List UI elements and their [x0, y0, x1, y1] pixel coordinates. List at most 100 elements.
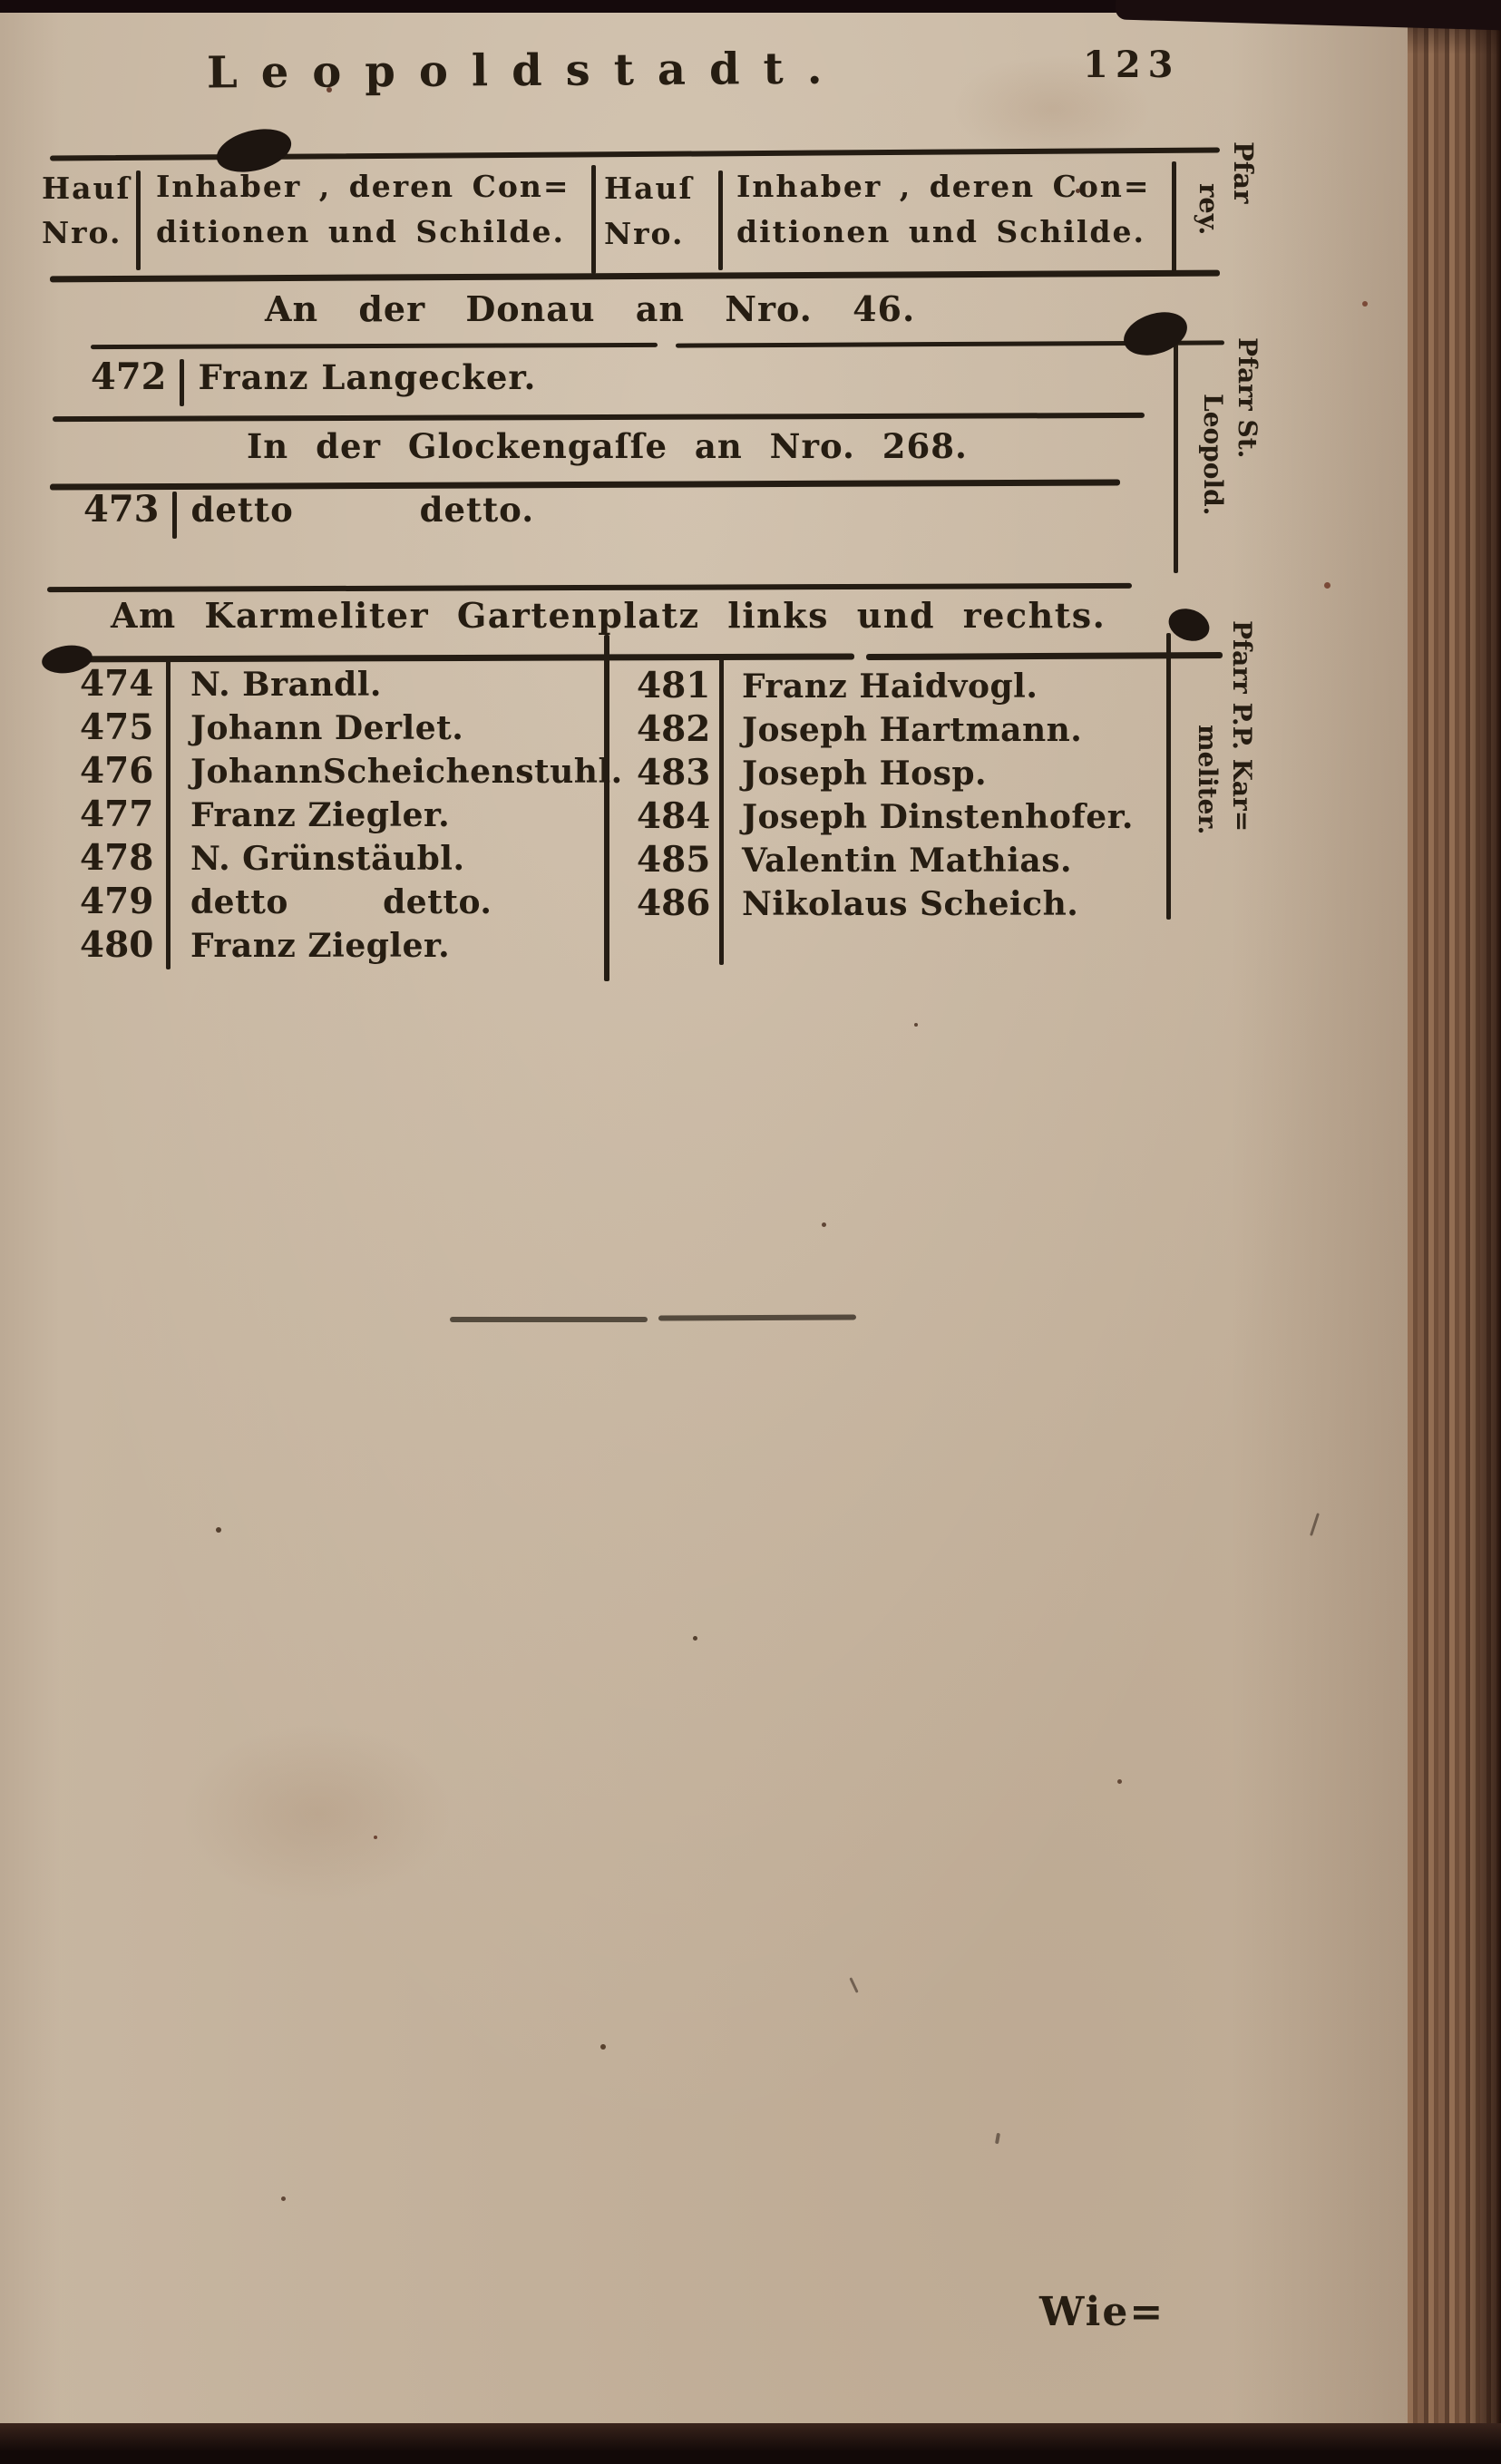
table-row: 472 Franz Langecker.: [91, 355, 536, 406]
house-list-right: 481 Franz Haidvogl. 482 Joseph Hartmann. 4…: [637, 665, 1134, 926]
house-number: 476: [80, 750, 154, 792]
table-row: 477 Franz Ziegler.: [80, 794, 623, 837]
owner-name: N. Brandl.: [190, 666, 382, 704]
column-divider: [604, 635, 609, 981]
book-edge-pages: [1408, 0, 1501, 2464]
page-number: 123: [1083, 44, 1181, 86]
ink-smudge: [450, 1317, 648, 1322]
table-row: 486 Nikolaus Scheich.: [637, 882, 1134, 926]
column-divider: [1172, 161, 1176, 274]
printed-rule-horizontal: [49, 269, 1221, 283]
paper-fleck: [216, 1527, 221, 1533]
table-row: 473 detto detto.: [83, 488, 534, 539]
house-number: 473: [83, 488, 160, 531]
table-row: 485 Valentin Mathias.: [637, 839, 1134, 882]
printed-rule-horizontal: [90, 342, 658, 350]
printed-rule-horizontal: [52, 412, 1145, 423]
section-heading-glockengasse: In der Glockengaſſe an Nro. 268.: [247, 426, 968, 466]
house-number: 474: [80, 663, 154, 705]
house-number: 483: [637, 752, 711, 794]
owner-name: JohannScheichenstuhl.: [190, 753, 623, 791]
house-number: 482: [637, 708, 711, 750]
paper-fleck: [693, 1636, 697, 1641]
column-divider: [136, 170, 141, 270]
column-divider: [166, 659, 171, 969]
paper-fleck: [822, 1222, 826, 1227]
column-divider: [718, 170, 723, 270]
margin-note-line1: Pfarr P.P. Kar=: [1227, 620, 1257, 833]
owner-name: Joseph Hartmann.: [742, 711, 1083, 749]
paper-fleck: [914, 1023, 918, 1027]
paper-fleck: [600, 2044, 606, 2050]
margin-note-line2: meliter.: [1193, 725, 1223, 835]
parish-header-line2: rey.: [1194, 183, 1224, 236]
table-header-left-nro: Nro.: [42, 215, 122, 250]
table-row: 482 Joseph Hartmann.: [637, 708, 1134, 752]
table-header-right-house: Hauſ: [604, 170, 694, 206]
margin-note-line1: Pfarr St.: [1233, 337, 1262, 459]
ink-smudge: [658, 1314, 857, 1321]
ink-blot: [1117, 304, 1194, 364]
margin-note-st-leopold: Pfarr St. Leopold.: [1195, 337, 1264, 571]
table-row: 478 N. Grünstäubl.: [80, 837, 623, 881]
owner-name: Franz Langecker.: [198, 357, 537, 397]
house-number: 475: [80, 706, 154, 748]
house-list-left: 474 N. Brandl. 475 Johann Derlet. 476 Johan…: [80, 663, 623, 968]
section-heading-karmeliter: Am Karmeliter Gartenplatz links und rech…: [111, 595, 1106, 636]
table-header-left-owner-2: ditionen und Schilde.: [156, 214, 565, 249]
table-header-right-owner-2: ditionen und Schilde.: [736, 214, 1145, 249]
owner-name: Joseph Dinstenhofer.: [742, 798, 1134, 836]
table-row: 481 Franz Haidvogl.: [637, 665, 1134, 708]
house-number: 477: [80, 794, 154, 835]
table-header-left-owner-1: Inhaber , deren Con=: [156, 169, 570, 204]
owner-name: N. Grünstäubl.: [190, 840, 465, 878]
house-number: 478: [80, 837, 154, 879]
paper-fleck: [1362, 301, 1368, 307]
running-header: Leopoldstadt.: [206, 43, 846, 99]
table-header-right-owner-1: Inhaber , deren Con=: [736, 169, 1151, 204]
table-row: 476 JohannScheichenstuhl.: [80, 750, 623, 794]
owner-name: Franz Haidvogl.: [742, 667, 1038, 706]
paper-fleck: [374, 1836, 377, 1839]
row-divider: [179, 359, 184, 406]
house-number: 481: [637, 665, 711, 706]
paper-stain: [952, 54, 1152, 163]
owner-name: Johann Derlet.: [190, 709, 464, 747]
table-row: 475 Johann Derlet.: [80, 706, 623, 750]
paper-stain: [181, 1723, 453, 1904]
table-header-right-nro: Nro.: [604, 216, 685, 251]
parish-header-line1: Pfar: [1228, 141, 1259, 204]
house-number: 479: [80, 881, 154, 922]
house-number: 485: [637, 839, 711, 881]
margin-note-bracket: [1166, 633, 1171, 920]
margin-note-bracket: [1174, 332, 1178, 573]
parish-column-header: Pfar rey.: [1192, 141, 1261, 278]
house-number: 486: [637, 882, 711, 924]
paper-fleck: [327, 87, 332, 93]
pen-mark: [849, 1977, 859, 1993]
margin-note-line2: Leopold.: [1198, 393, 1228, 516]
paper-fleck: [1076, 189, 1080, 193]
row-divider: [171, 492, 177, 539]
column-divider: [719, 658, 724, 965]
house-number: 480: [80, 924, 154, 966]
printed-rule-horizontal: [46, 582, 1133, 593]
house-number: 472: [91, 355, 167, 398]
paper-fleck: [281, 2196, 286, 2201]
table-row: 474 N. Brandl.: [80, 663, 623, 706]
owner-name: Franz Ziegler.: [190, 796, 451, 834]
owner-name: detto detto.: [190, 883, 492, 921]
owner-name: Joseph Hosp.: [742, 755, 988, 793]
pen-mark: [994, 2132, 1001, 2145]
owner-name: Nikolaus Scheich.: [742, 885, 1079, 923]
section-heading-donau: An der Donau an Nro. 46.: [265, 288, 916, 329]
scan-bottom-band: [0, 2423, 1501, 2464]
paper-fleck: [1324, 582, 1330, 589]
margin-note-karmeliter: Pfarr P.P. Kar= meliter.: [1190, 620, 1259, 940]
table-row: 483 Joseph Hosp.: [637, 752, 1134, 795]
catchword: Wie=: [1039, 2289, 1165, 2335]
table-row: 479 detto detto.: [80, 881, 623, 924]
paper-fleck: [1117, 1779, 1122, 1784]
